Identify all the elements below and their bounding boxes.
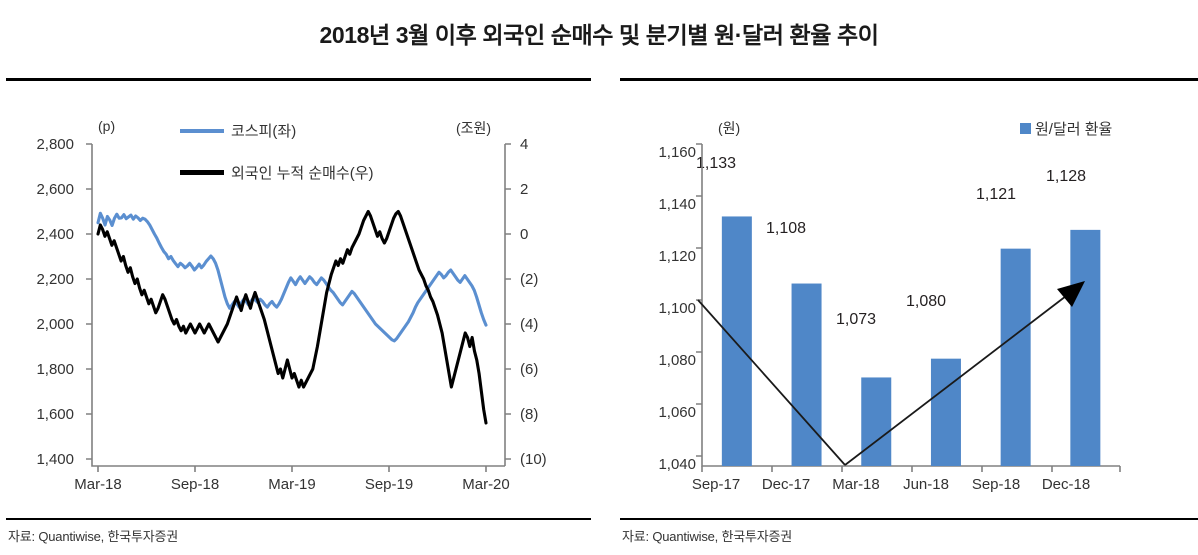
left-ytick-2000: 2,000 bbox=[36, 316, 74, 333]
right-ytick-2: 2 bbox=[520, 181, 529, 198]
left-ytick-2800: 2,800 bbox=[36, 136, 74, 153]
trend-arrow-down-segment bbox=[697, 299, 846, 466]
legend-label-usdkrw: 원/달러 환율 bbox=[1035, 121, 1113, 138]
left-xtick-sep18: Sep-18 bbox=[170, 476, 220, 493]
left-chart-axes bbox=[86, 143, 511, 472]
right-ytick-0: 0 bbox=[520, 226, 529, 243]
trend-arrow-up-segment bbox=[844, 292, 1071, 466]
right-chart-axes bbox=[696, 143, 1121, 472]
x-axis-ticks bbox=[97, 466, 487, 472]
right-chart-ytick-1160: 1,160 bbox=[658, 144, 696, 161]
bar-value-sep17: 1,133 bbox=[695, 155, 737, 172]
panel-top-rule bbox=[6, 78, 591, 81]
left-axis-ticks bbox=[86, 143, 92, 460]
bar-value-dec17: 1,108 bbox=[765, 220, 807, 237]
right-ytick-m4: (4) bbox=[520, 316, 539, 333]
right-xtick-sep17: Sep-17 bbox=[691, 476, 741, 493]
bar-sep-18 bbox=[1000, 248, 1031, 466]
left-ytick-2200: 2,200 bbox=[36, 271, 74, 288]
right-ytick-m8: (8) bbox=[520, 406, 539, 423]
bar-sep-17 bbox=[721, 216, 752, 466]
foreign-net-buy-line bbox=[96, 209, 488, 425]
right-chart-panel: (원) 원/달러 환율 1,160 1,140 1,120 1,100 1,08… bbox=[620, 78, 1198, 548]
left-xtick-mar20: Mar-20 bbox=[462, 476, 510, 493]
right-ytick-4: 4 bbox=[520, 136, 529, 153]
right-chart-x-ticks bbox=[701, 466, 1121, 472]
bar-value-jun18: 1,080 bbox=[905, 293, 947, 310]
trend-arrow-head bbox=[1057, 281, 1085, 307]
right-chart-ytick-1060: 1,060 bbox=[658, 404, 696, 421]
right-chart-unit: (원) bbox=[718, 120, 741, 136]
panel-bottom-rule bbox=[6, 518, 591, 520]
left-line-chart bbox=[86, 143, 511, 472]
legend-label-kospi: 코스피(좌) bbox=[231, 123, 297, 140]
legend-swatch-blue bbox=[1020, 123, 1031, 134]
left-xtick-mar19: Mar-19 bbox=[268, 476, 316, 493]
left-axis-unit: (p) bbox=[98, 118, 116, 134]
right-chart-ytick-1100: 1,100 bbox=[658, 300, 696, 317]
trend-arrow-annotation bbox=[697, 292, 1071, 466]
left-axis-lines bbox=[91, 144, 505, 467]
left-ytick-2600: 2,600 bbox=[36, 181, 74, 198]
right-ytick-m10: (10) bbox=[520, 451, 547, 468]
panel-top-rule bbox=[620, 78, 1198, 81]
right-bar-chart bbox=[696, 143, 1121, 472]
bars-group bbox=[721, 216, 1101, 466]
bar-mar-18 bbox=[861, 377, 892, 466]
bar-value-dec18: 1,128 bbox=[1045, 168, 1087, 185]
right-chart-axis-lines bbox=[701, 144, 1120, 467]
bar-dec-18 bbox=[1070, 229, 1101, 466]
left-ytick-2400: 2,400 bbox=[36, 226, 74, 243]
right-axis-ticks bbox=[505, 143, 511, 460]
left-ytick-1600: 1,600 bbox=[36, 406, 74, 423]
kospi-line bbox=[96, 211, 488, 343]
left-source-note: 자료: Quantiwise, 한국투자증권 bbox=[8, 529, 179, 544]
legend-line-blue bbox=[180, 128, 224, 133]
right-xtick-dec18: Dec-18 bbox=[1041, 476, 1091, 493]
right-ytick-m6: (6) bbox=[520, 361, 539, 378]
left-chart-series bbox=[96, 209, 488, 425]
legend-item-kospi: 코스피(좌) bbox=[180, 120, 296, 141]
legend-line-black bbox=[180, 170, 224, 175]
page-title: 2018년 3월 이후 외국인 순매수 및 분기별 원·달러 환율 추이 bbox=[319, 22, 879, 48]
right-chart-ytick-1140: 1,140 bbox=[658, 196, 696, 213]
bar-value-sep18: 1,121 bbox=[975, 186, 1017, 203]
bar-value-mar18: 1,073 bbox=[835, 311, 877, 328]
legend-item-usdkrw: 원/달러 환율 bbox=[1020, 118, 1112, 139]
left-ytick-1800: 1,800 bbox=[36, 361, 74, 378]
right-chart-ytick-1040: 1,040 bbox=[658, 456, 696, 473]
left-xtick-mar18: Mar-18 bbox=[74, 476, 122, 493]
right-source-note: 자료: Quantiwise, 한국투자증권 bbox=[622, 529, 793, 544]
panel-bottom-rule bbox=[620, 518, 1198, 520]
left-xtick-sep19: Sep-19 bbox=[364, 476, 414, 493]
right-xtick-sep18: Sep-18 bbox=[971, 476, 1021, 493]
left-ytick-1400: 1,400 bbox=[36, 451, 74, 468]
bar-dec-17 bbox=[791, 283, 822, 466]
bar-jun-18 bbox=[930, 358, 961, 466]
legend-label-foreign-net-buy: 외국인 누적 순매수(우) bbox=[231, 165, 374, 182]
right-chart-ytick-1120: 1,120 bbox=[658, 248, 696, 265]
right-ytick-m2: (2) bbox=[520, 271, 539, 288]
legend-item-foreign-net-buy: 외국인 누적 순매수(우) bbox=[180, 162, 374, 183]
right-xtick-mar18: Mar-18 bbox=[832, 476, 880, 493]
left-chart-panel: (p) (조원) 코스피(좌) 외국인 누적 순매수(우) 2,800 2,60… bbox=[6, 78, 591, 548]
right-chart-ytick-1080: 1,080 bbox=[658, 352, 696, 369]
right-xtick-jun18: Jun-18 bbox=[903, 476, 949, 493]
right-xtick-dec17: Dec-17 bbox=[761, 476, 811, 493]
right-axis-unit: (조원) bbox=[456, 120, 492, 136]
